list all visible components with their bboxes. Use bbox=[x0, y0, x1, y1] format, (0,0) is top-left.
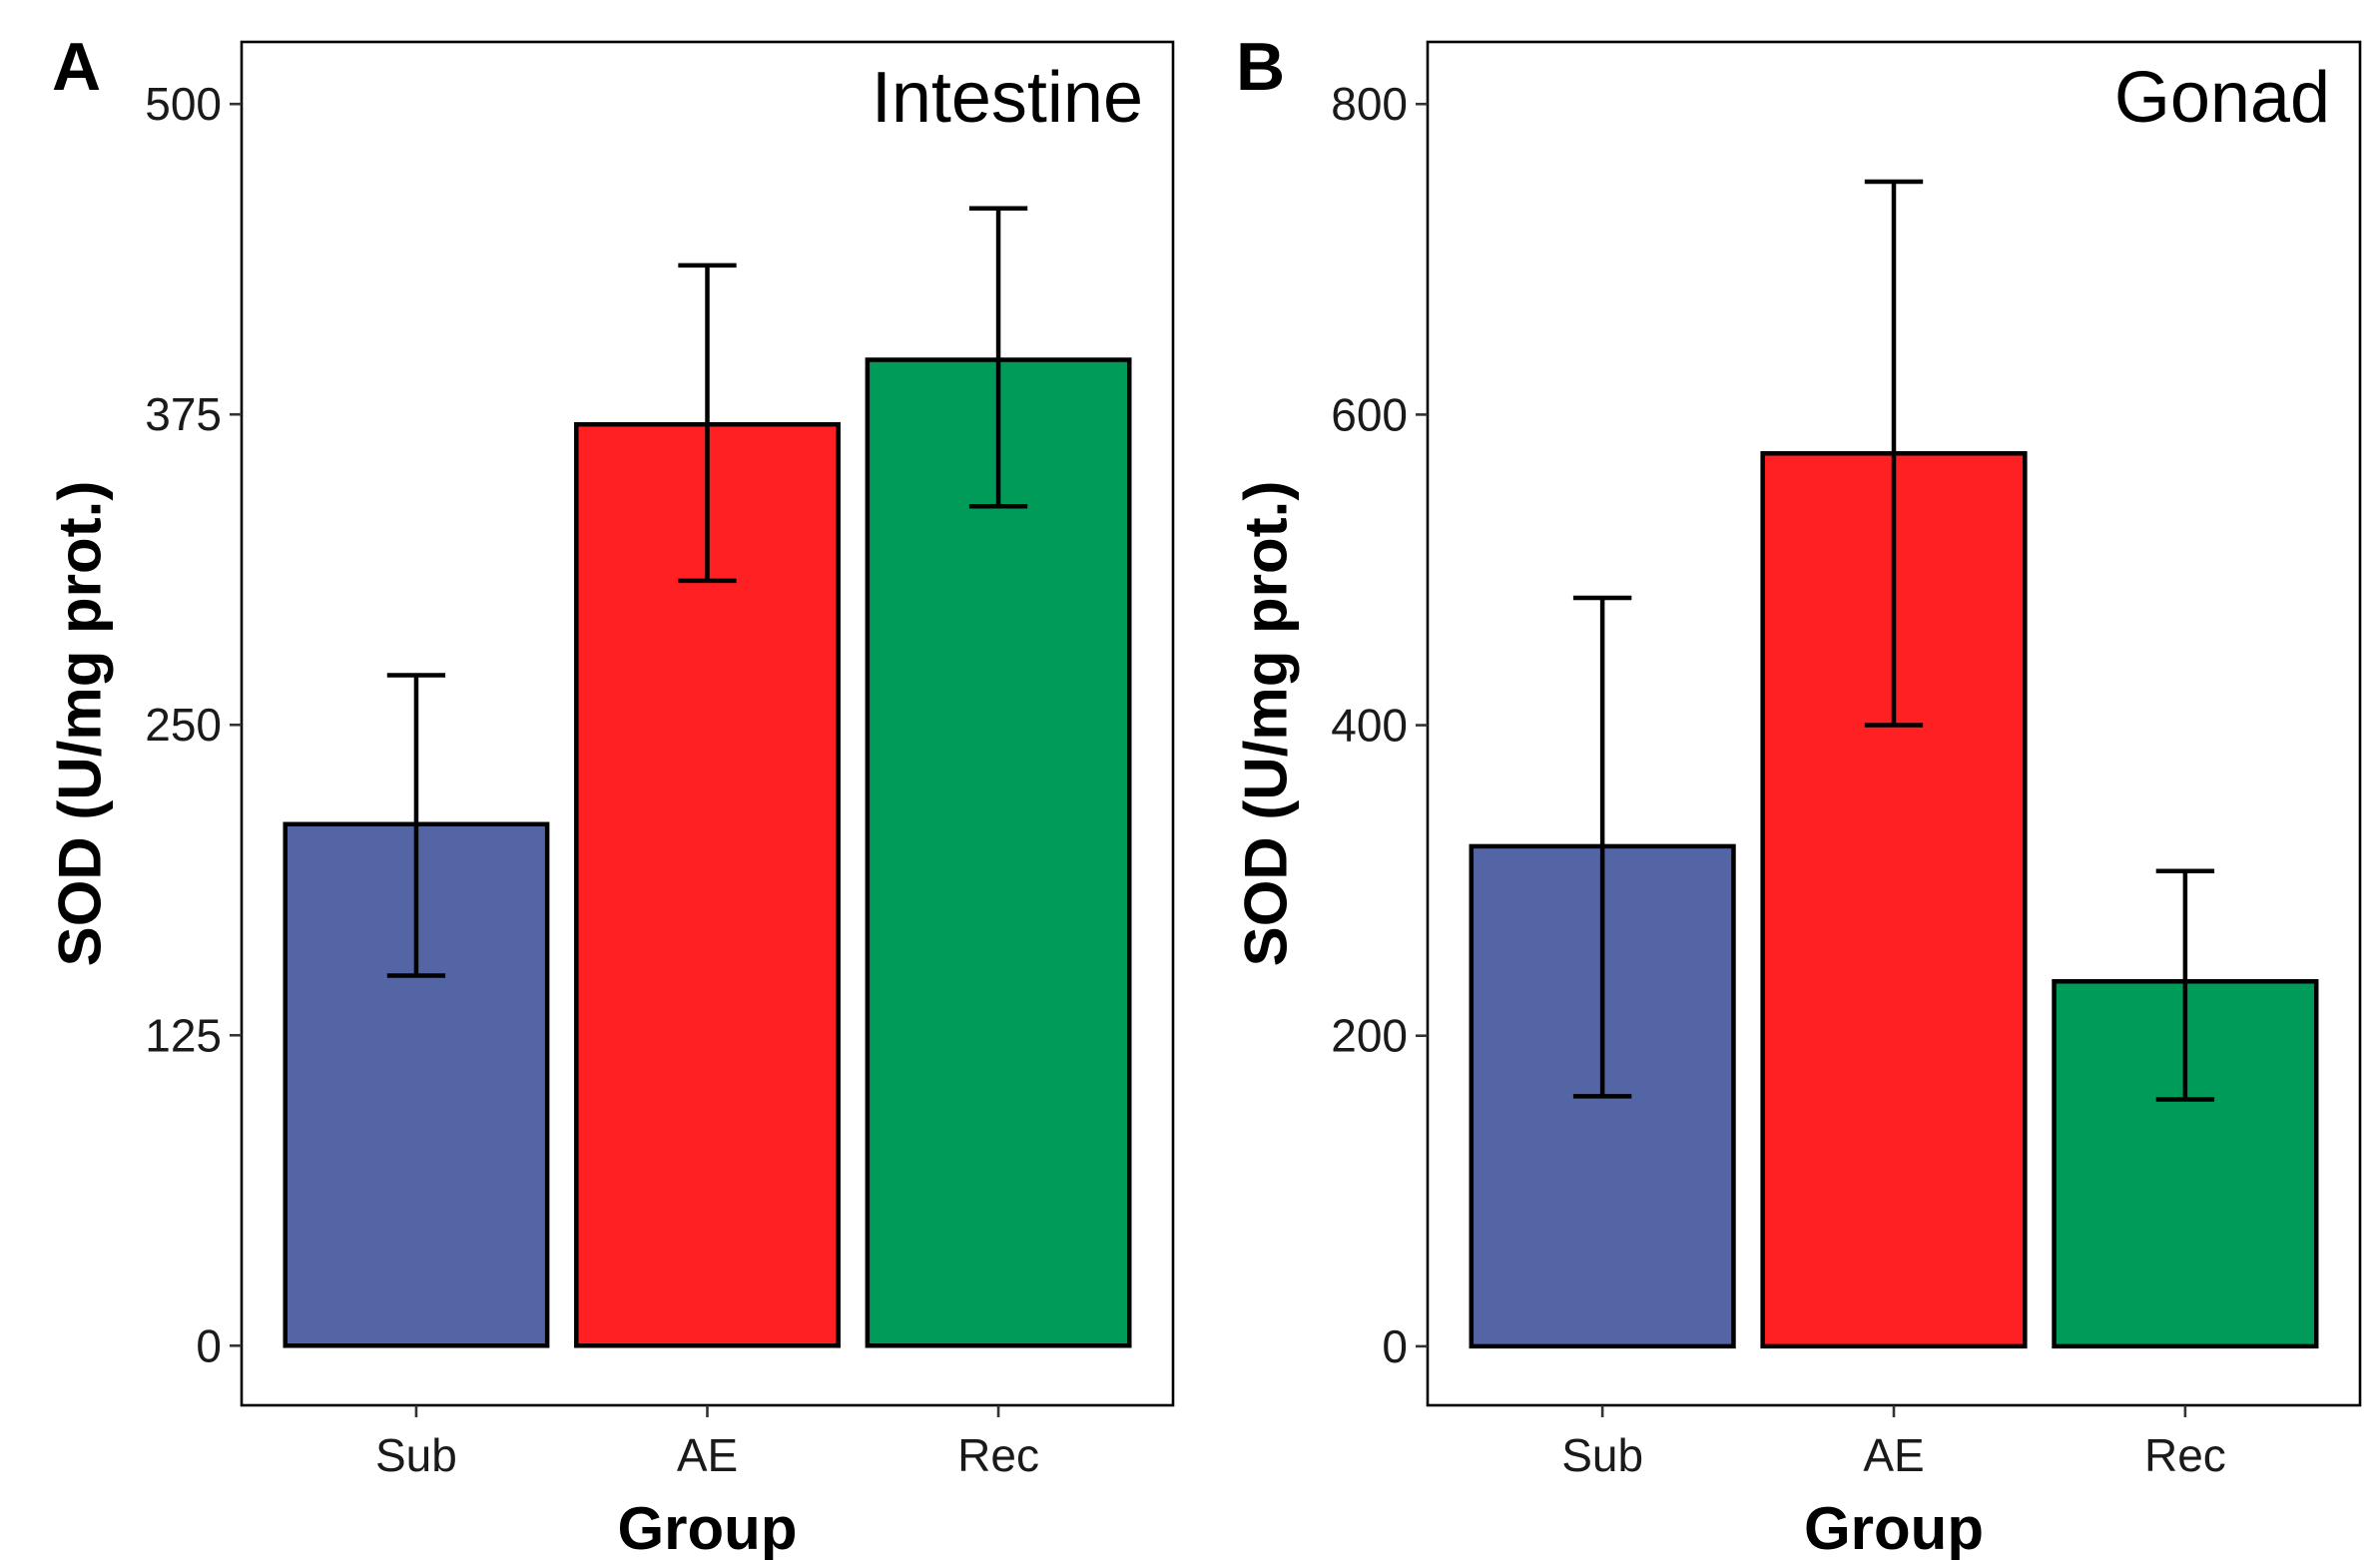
y-tick-label: 400 bbox=[1331, 700, 1408, 752]
error-bar-sub bbox=[1572, 595, 1632, 1099]
y-tick-label: 500 bbox=[145, 78, 222, 130]
panel-a-intestine: 0 125 250 375 500 Sub AE Rec Group SOD (U/mg prot… bbox=[47, 29, 1175, 1560]
y-tick-label: 125 bbox=[145, 1009, 222, 1061]
error-bar-sub bbox=[386, 673, 446, 978]
panel-letter: B bbox=[1236, 29, 1285, 105]
y-tick-label: 375 bbox=[145, 388, 222, 440]
y-tick-label: 600 bbox=[1331, 388, 1408, 440]
x-tick-label: AE bbox=[1863, 1429, 1924, 1481]
y-axis-title: SOD (U/mg prot.) bbox=[1233, 481, 1300, 967]
x-tick-label: AE bbox=[677, 1429, 738, 1481]
y-tick-label: 0 bbox=[196, 1319, 222, 1371]
x-axis-title: Group bbox=[1804, 1495, 1984, 1560]
x-axis-title: Group bbox=[618, 1495, 798, 1560]
x-tick-label: Rec bbox=[957, 1429, 1039, 1481]
error-bar-rec bbox=[2155, 868, 2215, 1102]
y-tick-label: 200 bbox=[1331, 1010, 1408, 1062]
x-tick-label: Sub bbox=[1561, 1429, 1643, 1481]
panel-title: Intestine bbox=[872, 58, 1143, 138]
error-bar-ae bbox=[1864, 179, 1924, 728]
panel-title: Gonad bbox=[2114, 58, 2330, 138]
y-tick-label: 250 bbox=[145, 699, 222, 751]
y-tick-label: 800 bbox=[1331, 78, 1408, 130]
y-tick-label: 0 bbox=[1382, 1320, 1408, 1372]
x-tick-label: Rec bbox=[2144, 1429, 2226, 1481]
y-axis-title: SOD (U/mg prot.) bbox=[47, 481, 114, 967]
panel-letter: A bbox=[52, 29, 101, 105]
error-bar-ae bbox=[678, 262, 737, 584]
error-bar-rec bbox=[968, 206, 1028, 509]
x-tick-label: Sub bbox=[375, 1429, 457, 1481]
panel-b-gonad: 0 200 400 600 800 Sub AE Rec Group SOD (U/mg prot… bbox=[1233, 29, 2362, 1560]
